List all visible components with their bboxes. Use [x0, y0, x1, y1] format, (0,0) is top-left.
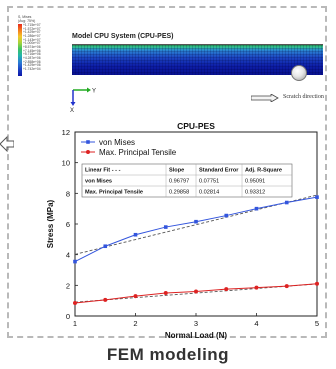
data-point [73, 300, 77, 305]
data-point [284, 200, 289, 205]
model-title: Model CPU System (CPU-PES) [72, 33, 174, 40]
fit-table-cell: von Mises [85, 179, 112, 185]
data-point [163, 225, 168, 229]
y-axis-label: Stress (MPa) [46, 199, 55, 248]
legend-value: +5.716e+06 [23, 52, 41, 57]
x-tick-label: 5 [315, 319, 319, 328]
axis-x-label: X [70, 108, 74, 112]
data-point [254, 206, 259, 211]
data-point [194, 219, 198, 224]
fit-table-cell: 0.02814 [199, 190, 219, 196]
legend-value: +1.429e+07 [23, 30, 41, 35]
x-tick-label: 3 [194, 319, 198, 328]
fem-model-panel: S, Mises (Avg: 75%) +1.715e+07 +1.572e+07… [17, 14, 329, 114]
axis-y-label: Y [92, 89, 96, 95]
legend-value: +1.742e+04 [23, 66, 41, 71]
legend-value: +1.000e+07 [23, 41, 41, 46]
fit-table-cell: Standard Error [199, 168, 239, 174]
data-point [284, 284, 289, 289]
data-point [73, 259, 77, 264]
data-point [163, 291, 168, 295]
legend-values: +1.715e+07 +1.572e+07 +1.429e+07 +1.286e+07… [23, 23, 41, 72]
data-point [133, 294, 138, 299]
coordinate-axes-icon: Y X [70, 87, 96, 112]
fit-table-cell: 0.93312 [245, 190, 265, 196]
indenter-ball [291, 65, 307, 81]
figure-caption: FEM modeling [106, 345, 230, 364]
legend-value: +2.858e+06 [23, 59, 41, 64]
plot-area [74, 131, 318, 317]
data-point [103, 244, 108, 249]
fem-mesh-contour [72, 44, 323, 81]
figure-frame: S, Mises (Avg: 75%) +1.715e+07 +1.572e+07… [7, 6, 329, 340]
data-point [315, 281, 319, 286]
x-tick-label: 2 [133, 319, 137, 328]
y-tick-label: 12 [62, 128, 70, 137]
scratch-direction-label: Scratch direction [283, 94, 324, 100]
x-tick-label: 4 [254, 319, 258, 328]
legend-marker [86, 140, 90, 144]
legend-value: +1.572e+07 [23, 26, 41, 31]
legend-header: S, Mises (Avg: 75%) [18, 15, 36, 23]
mesh-grid [72, 45, 323, 75]
fit-table-cell: Slope [169, 168, 184, 174]
data-point [254, 285, 259, 290]
data-point [194, 289, 198, 294]
data-point [133, 232, 138, 237]
legend-label: Max. Principal Tensile [99, 148, 177, 157]
fit-table-cell: Adj. R-Square [245, 168, 282, 174]
y-tick-label: 0 [66, 312, 70, 321]
legend-marker [86, 150, 90, 154]
data-point [315, 195, 319, 199]
fit-table [81, 163, 293, 198]
caption-container: FEM modeling [0, 343, 336, 369]
fit-table-cell: 0.07751 [199, 179, 219, 185]
data-point [224, 287, 229, 292]
legend-label: von Mises [99, 138, 135, 147]
legend-value: +8.574e+06 [23, 44, 41, 49]
legend-value: +1.715e+07 [23, 23, 41, 27]
fit-table-cell: 0.95091 [245, 179, 265, 185]
y-tick-label: 6 [66, 220, 70, 229]
legend-value: +1.286e+07 [23, 33, 41, 38]
legend-value: +4.287e+06 [23, 55, 41, 60]
fit-table-cell: Max. Principal Tensile [85, 190, 143, 196]
y-tick-label: 4 [66, 251, 70, 260]
stress-legend: S, Mises (Avg: 75%) +1.715e+07 +1.572e+07… [17, 14, 67, 84]
fit-table-cell: 0.29858 [169, 190, 189, 196]
y-tick-label: 8 [66, 189, 70, 198]
legend-color-scale [18, 24, 22, 76]
x-axis-label: Normal Load (N) [165, 331, 228, 340]
left-arrow-icon [0, 136, 14, 152]
fit-table-cell: Linear Fit - - - [85, 168, 121, 174]
data-point [103, 297, 108, 302]
legend-value: +7.145e+06 [23, 48, 41, 53]
legend-value: +1.143e+07 [23, 37, 41, 42]
legend-value: +1.429e+06 [23, 63, 41, 68]
chart-title: CPU-PES [177, 121, 215, 131]
x-tick-label: 1 [73, 319, 77, 328]
y-tick-label: 10 [62, 159, 70, 168]
fit-table-cell: 0.96797 [169, 179, 189, 185]
scratch-arrow-icon [251, 94, 279, 102]
data-point [224, 213, 229, 218]
y-tick-label: 2 [66, 281, 70, 290]
